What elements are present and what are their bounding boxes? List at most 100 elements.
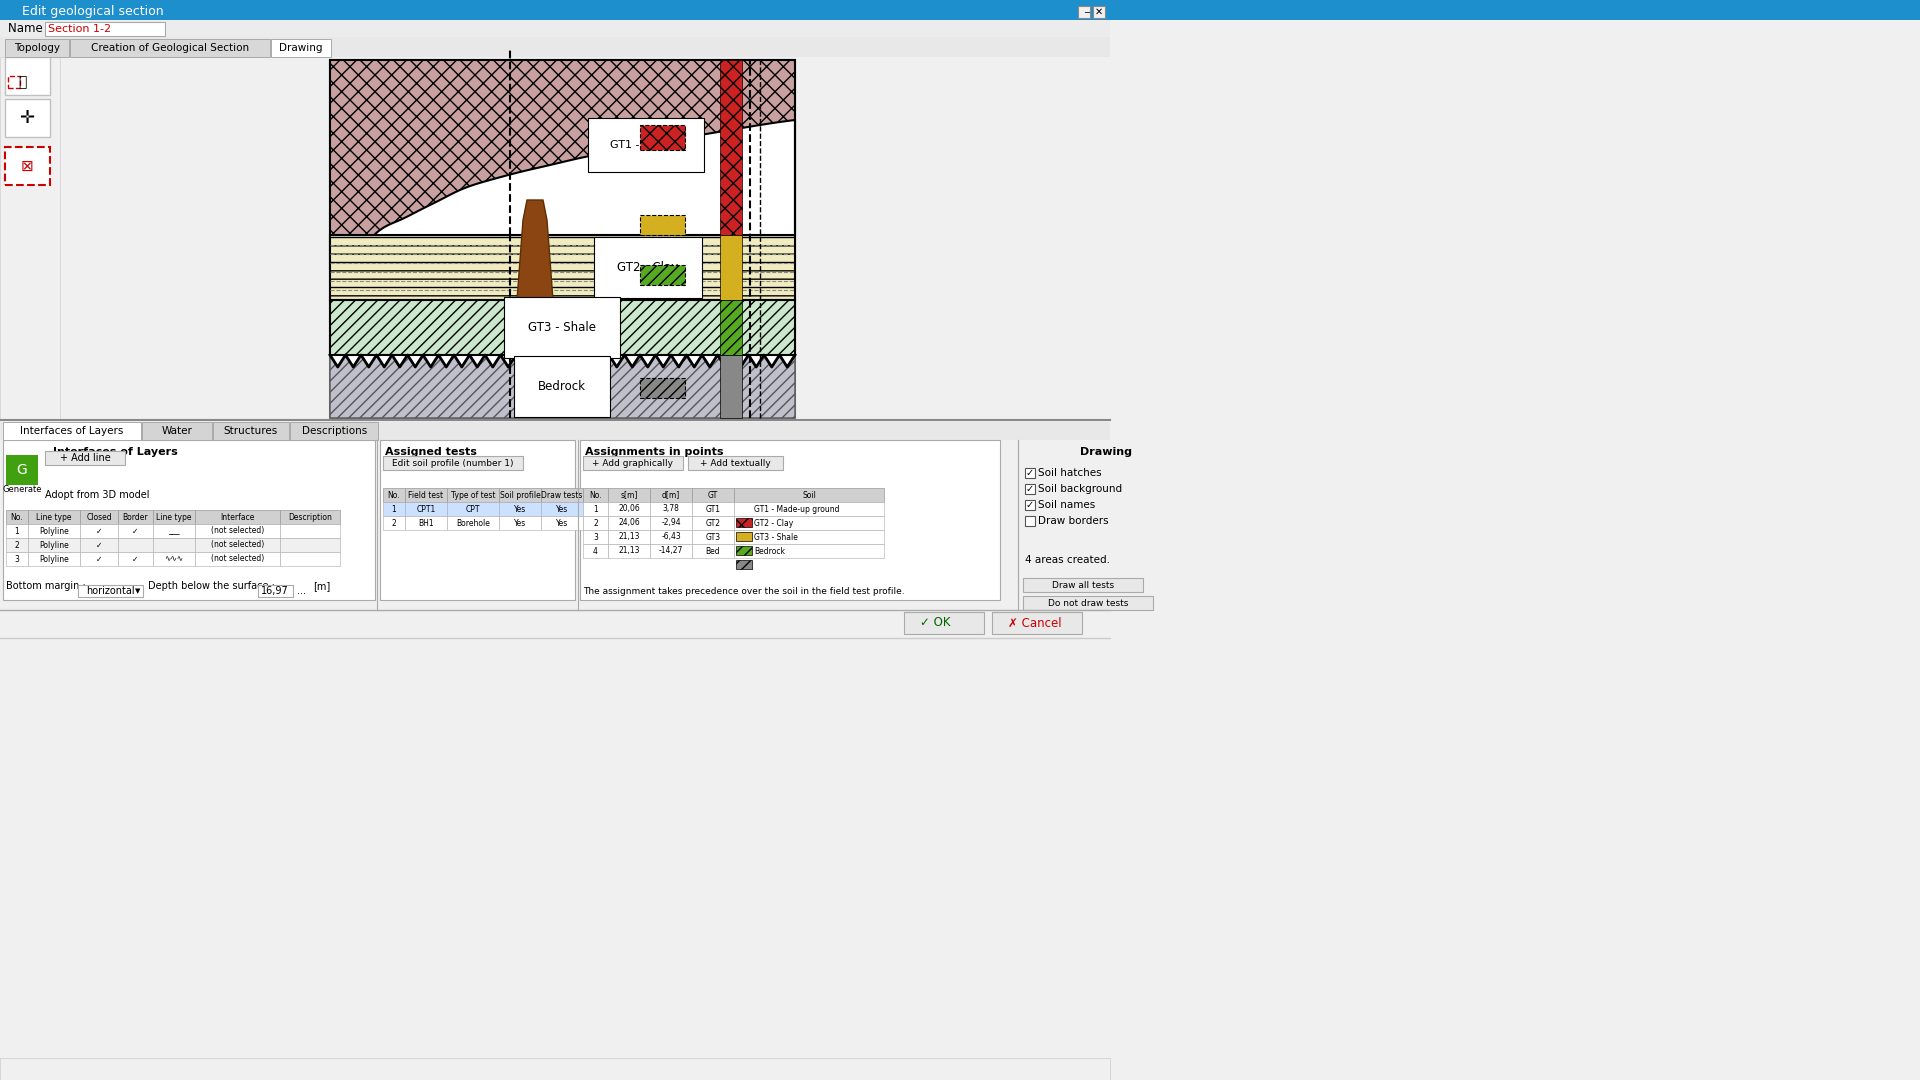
Text: CPT: CPT xyxy=(467,504,480,513)
Bar xyxy=(651,488,691,502)
Bar xyxy=(117,552,154,566)
Bar xyxy=(584,516,609,530)
Bar xyxy=(6,510,29,524)
Bar xyxy=(735,532,753,541)
Bar xyxy=(499,516,541,530)
Bar xyxy=(29,538,81,552)
Text: (not selected): (not selected) xyxy=(211,540,265,550)
Text: GT1 - M……d: GT1 - M……d xyxy=(611,140,682,150)
Bar xyxy=(117,538,154,552)
Text: The assignment takes precedence over the soil in the field test profile.: The assignment takes precedence over the… xyxy=(584,588,904,596)
Text: Soil hatches: Soil hatches xyxy=(1039,468,1102,478)
Bar xyxy=(6,538,29,552)
Text: Generate: Generate xyxy=(2,486,42,495)
Text: + Add textually: + Add textually xyxy=(699,459,770,468)
Text: Topology: Topology xyxy=(13,43,60,53)
Bar xyxy=(280,538,340,552)
Text: ✓: ✓ xyxy=(96,554,102,564)
Bar xyxy=(257,585,294,597)
Bar xyxy=(499,502,541,516)
Text: GT1 - Made-up ground: GT1 - Made-up ground xyxy=(755,504,839,513)
Bar xyxy=(380,440,574,600)
Text: Do not draw tests: Do not draw tests xyxy=(1048,598,1129,607)
Bar xyxy=(290,422,378,440)
Bar xyxy=(720,355,741,418)
Bar xyxy=(687,456,783,470)
Text: No.: No. xyxy=(589,490,601,499)
Bar xyxy=(6,39,69,57)
Text: Border: Border xyxy=(123,513,148,522)
Text: BH1: BH1 xyxy=(419,518,434,527)
Bar xyxy=(639,215,685,235)
Bar xyxy=(29,524,81,538)
Bar xyxy=(1023,596,1154,610)
Bar xyxy=(405,516,447,530)
Text: ✓ OK: ✓ OK xyxy=(920,617,950,630)
Text: 16,97: 16,97 xyxy=(261,586,288,596)
Text: ✓: ✓ xyxy=(132,554,138,564)
Bar xyxy=(651,502,691,516)
Bar xyxy=(584,530,609,544)
Bar xyxy=(733,488,883,502)
Text: Drawing: Drawing xyxy=(278,43,323,53)
Text: Adopt from 3D model: Adopt from 3D model xyxy=(44,490,150,500)
Text: GT: GT xyxy=(708,490,718,499)
Bar xyxy=(733,530,883,544)
Text: ✓: ✓ xyxy=(96,540,102,550)
Bar xyxy=(6,147,50,185)
Text: [m]: [m] xyxy=(313,581,330,591)
Text: 21,13: 21,13 xyxy=(618,532,639,541)
Bar xyxy=(733,544,883,558)
Text: 20,06: 20,06 xyxy=(618,504,639,513)
Bar xyxy=(0,440,1110,610)
Bar xyxy=(382,502,405,516)
Text: Type of test: Type of test xyxy=(451,490,495,499)
Text: -14,27: -14,27 xyxy=(659,546,684,555)
Text: ...: ... xyxy=(298,586,305,596)
Text: 4: 4 xyxy=(593,546,597,555)
Bar xyxy=(382,516,405,530)
Polygon shape xyxy=(516,200,553,355)
Text: Yes: Yes xyxy=(557,518,568,527)
Text: ✓: ✓ xyxy=(1025,468,1035,478)
Text: Borehole: Borehole xyxy=(457,518,490,527)
Bar xyxy=(6,99,50,137)
Text: Creation of Geological Section: Creation of Geological Section xyxy=(90,43,250,53)
Text: 4 areas created.: 4 areas created. xyxy=(1025,555,1110,565)
Text: Drawing: Drawing xyxy=(1079,447,1133,457)
Bar xyxy=(609,502,651,516)
Text: GT3 - Shale: GT3 - Shale xyxy=(528,321,595,334)
Text: Yes: Yes xyxy=(557,504,568,513)
Text: Line type: Line type xyxy=(36,513,71,522)
Text: Assignments in points: Assignments in points xyxy=(586,447,724,457)
Text: 1: 1 xyxy=(593,504,597,513)
Bar xyxy=(271,39,330,57)
Bar xyxy=(330,60,795,418)
Text: GT3: GT3 xyxy=(705,532,720,541)
Bar xyxy=(0,21,1110,37)
Text: Section 1-2: Section 1-2 xyxy=(48,24,111,33)
Text: -2,94: -2,94 xyxy=(660,518,682,527)
Bar xyxy=(447,488,499,502)
Bar xyxy=(691,488,733,502)
Text: Bottom margin :: Bottom margin : xyxy=(6,581,86,591)
Text: horizontal: horizontal xyxy=(86,586,134,596)
Text: GT3 - Shale: GT3 - Shale xyxy=(755,532,799,541)
Bar xyxy=(541,502,584,516)
Text: Closed: Closed xyxy=(86,513,111,522)
Text: Field test: Field test xyxy=(409,490,444,499)
Bar xyxy=(651,516,691,530)
Text: Descriptions: Descriptions xyxy=(301,426,367,436)
Text: Edit geological section: Edit geological section xyxy=(21,4,163,17)
Text: ─: ─ xyxy=(1085,8,1089,16)
Bar xyxy=(117,524,154,538)
Bar xyxy=(609,488,651,502)
Text: GT2 - Clay: GT2 - Clay xyxy=(755,518,793,527)
Text: Draw all tests: Draw all tests xyxy=(1052,581,1114,590)
Text: Bedrock: Bedrock xyxy=(538,380,586,393)
Text: Structures: Structures xyxy=(225,426,278,436)
Text: GT2 - Clay: GT2 - Clay xyxy=(618,261,678,274)
Bar xyxy=(735,546,753,555)
Text: ⊠: ⊠ xyxy=(21,159,33,174)
Text: -6,43: -6,43 xyxy=(660,532,682,541)
